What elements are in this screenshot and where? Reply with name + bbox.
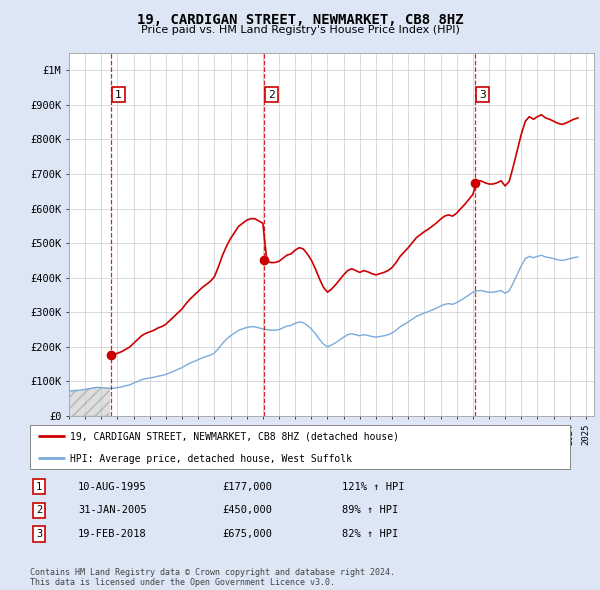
Text: 3: 3 — [36, 529, 42, 539]
Text: 3: 3 — [479, 90, 486, 100]
Text: 121% ↑ HPI: 121% ↑ HPI — [342, 482, 404, 491]
Text: 2: 2 — [268, 90, 275, 100]
Text: HPI: Average price, detached house, West Suffolk: HPI: Average price, detached house, West… — [71, 454, 353, 464]
Text: £177,000: £177,000 — [222, 482, 272, 491]
Text: £450,000: £450,000 — [222, 506, 272, 515]
Text: 10-AUG-1995: 10-AUG-1995 — [78, 482, 147, 491]
Text: 1: 1 — [115, 90, 122, 100]
Text: Price paid vs. HM Land Registry's House Price Index (HPI): Price paid vs. HM Land Registry's House … — [140, 25, 460, 35]
Text: 19, CARDIGAN STREET, NEWMARKET, CB8 8HZ: 19, CARDIGAN STREET, NEWMARKET, CB8 8HZ — [137, 13, 463, 27]
Text: 2: 2 — [36, 506, 42, 515]
Text: £675,000: £675,000 — [222, 529, 272, 539]
Text: 89% ↑ HPI: 89% ↑ HPI — [342, 506, 398, 515]
Text: 82% ↑ HPI: 82% ↑ HPI — [342, 529, 398, 539]
Text: 31-JAN-2005: 31-JAN-2005 — [78, 506, 147, 515]
Text: 19, CARDIGAN STREET, NEWMARKET, CB8 8HZ (detached house): 19, CARDIGAN STREET, NEWMARKET, CB8 8HZ … — [71, 432, 400, 442]
Text: 19-FEB-2018: 19-FEB-2018 — [78, 529, 147, 539]
Text: Contains HM Land Registry data © Crown copyright and database right 2024.
This d: Contains HM Land Registry data © Crown c… — [30, 568, 395, 587]
Text: 1: 1 — [36, 482, 42, 491]
